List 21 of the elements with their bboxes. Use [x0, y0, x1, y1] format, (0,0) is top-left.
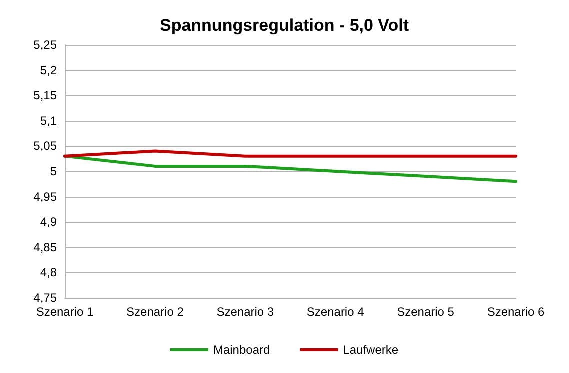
y-tick-label: 4,9 [40, 215, 58, 230]
chart-title: Spannungsregulation - 5,0 Volt [160, 16, 410, 35]
y-tick-label: 5,25 [34, 38, 58, 52]
y-tick-label: 5 [50, 164, 58, 178]
x-tick-label: Szenario 4 [306, 305, 365, 319]
x-tick-label: Szenario 3 [216, 305, 274, 319]
legend-label: Mainboard [213, 343, 270, 357]
x-tick-label: Szenario 5 [397, 305, 455, 319]
x-tick-label: Szenario 2 [126, 305, 184, 319]
y-tick-label: 4,8 [40, 266, 58, 280]
y-tick-label: 5,05 [34, 139, 58, 154]
x-tick-label: Szenario 6 [487, 305, 546, 319]
y-tick-label: 5,2 [40, 63, 58, 78]
y-tick-label: 5,15 [34, 88, 58, 103]
line-series [64, 154, 518, 184]
y-tick-label: 4,95 [34, 190, 58, 204]
y-tick-label: 5,1 [40, 114, 58, 128]
legend-label: Laufwerke [343, 343, 399, 357]
y-tick-label: 4,75 [34, 291, 58, 305]
y-tick-label: 4,85 [34, 240, 58, 254]
x-tick-label: Szenario 1 [36, 305, 94, 319]
